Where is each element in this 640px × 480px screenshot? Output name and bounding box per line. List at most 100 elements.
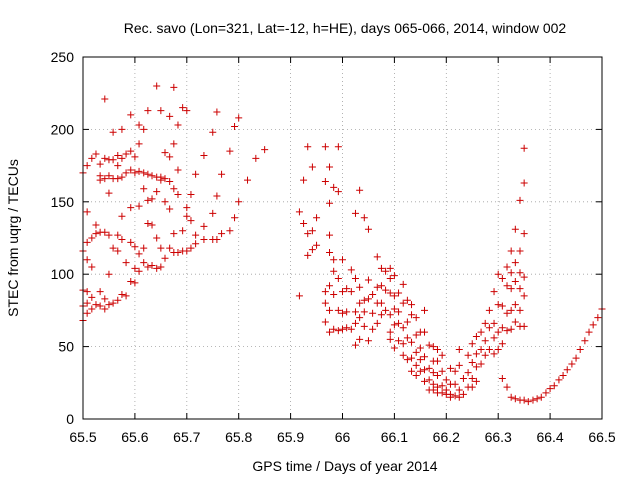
data-point bbox=[511, 277, 519, 285]
data-point bbox=[516, 285, 524, 293]
data-point bbox=[114, 231, 122, 239]
data-point bbox=[92, 301, 100, 309]
data-point bbox=[334, 306, 342, 314]
data-point bbox=[503, 383, 511, 391]
data-point bbox=[511, 225, 519, 233]
data-point bbox=[118, 173, 126, 181]
data-point bbox=[209, 128, 217, 136]
data-point bbox=[218, 230, 226, 238]
data-point bbox=[498, 324, 506, 332]
data-point bbox=[507, 393, 515, 401]
data-point bbox=[408, 301, 416, 309]
data-point bbox=[351, 308, 359, 316]
data-point bbox=[213, 192, 221, 200]
data-point bbox=[96, 302, 104, 310]
data-point bbox=[135, 250, 143, 258]
data-point bbox=[127, 147, 135, 155]
data-point bbox=[261, 146, 269, 154]
data-point bbox=[157, 244, 165, 252]
data-point bbox=[187, 244, 195, 252]
data-point bbox=[589, 321, 597, 329]
data-point bbox=[300, 176, 308, 184]
data-point bbox=[101, 228, 109, 236]
data-point bbox=[364, 276, 372, 284]
data-point bbox=[529, 396, 537, 404]
data-point bbox=[326, 282, 334, 290]
data-point bbox=[382, 306, 390, 314]
data-point bbox=[326, 328, 334, 336]
x-tick-label: 66.4 bbox=[536, 429, 563, 445]
data-point bbox=[472, 377, 480, 385]
data-point bbox=[105, 231, 113, 239]
data-point bbox=[157, 263, 165, 271]
data-point bbox=[412, 314, 420, 322]
data-point bbox=[351, 275, 359, 283]
data-point bbox=[226, 227, 234, 235]
data-point bbox=[183, 212, 191, 220]
data-point bbox=[148, 221, 156, 229]
data-point bbox=[330, 256, 338, 264]
data-point bbox=[537, 393, 545, 401]
data-point bbox=[83, 208, 91, 216]
data-point bbox=[339, 325, 346, 333]
data-point bbox=[96, 172, 104, 180]
data-point bbox=[321, 143, 329, 151]
data-point bbox=[507, 325, 515, 333]
data-point bbox=[153, 82, 161, 90]
data-point bbox=[179, 104, 187, 112]
data-point bbox=[455, 361, 463, 369]
y-tick-label: 100 bbox=[51, 266, 75, 282]
data-point bbox=[101, 305, 109, 313]
data-point bbox=[192, 170, 200, 178]
data-point bbox=[114, 151, 122, 159]
data-point bbox=[326, 231, 334, 239]
data-point bbox=[252, 154, 260, 162]
data-point bbox=[83, 299, 91, 307]
data-point bbox=[83, 288, 91, 296]
data-point bbox=[412, 331, 420, 339]
data-point bbox=[369, 290, 377, 298]
data-point bbox=[231, 214, 239, 222]
data-point bbox=[170, 230, 178, 238]
data-point bbox=[395, 319, 403, 327]
data-point bbox=[213, 235, 221, 243]
x-tick-label: 65.5 bbox=[69, 429, 96, 445]
data-point bbox=[399, 324, 407, 332]
data-point bbox=[412, 348, 420, 356]
data-point bbox=[213, 108, 221, 116]
data-point bbox=[131, 243, 139, 251]
data-point bbox=[144, 170, 152, 178]
data-point bbox=[144, 220, 152, 228]
data-point bbox=[533, 395, 541, 403]
data-point bbox=[200, 151, 208, 159]
data-point bbox=[183, 247, 191, 255]
data-point bbox=[88, 263, 96, 271]
x-tick-label: 65.8 bbox=[225, 429, 252, 445]
data-point bbox=[351, 319, 359, 327]
data-point bbox=[429, 386, 437, 394]
data-point bbox=[446, 364, 454, 372]
data-point bbox=[511, 395, 519, 403]
x-tick-label: 66 bbox=[335, 429, 351, 445]
data-point bbox=[122, 292, 130, 300]
y-axis-label: STEC from uqrg / TECUs bbox=[5, 159, 21, 317]
data-point bbox=[360, 322, 368, 330]
data-point bbox=[326, 163, 334, 171]
data-point bbox=[118, 212, 126, 220]
data-point bbox=[416, 344, 424, 352]
data-point bbox=[343, 308, 351, 316]
data-point bbox=[421, 306, 429, 314]
data-point bbox=[356, 299, 364, 307]
data-point bbox=[157, 176, 165, 184]
data-point bbox=[399, 299, 407, 307]
data-point bbox=[174, 191, 182, 199]
data-point bbox=[520, 179, 528, 187]
data-point bbox=[96, 288, 104, 296]
data-point bbox=[140, 169, 148, 177]
data-point bbox=[127, 204, 135, 212]
data-point bbox=[511, 259, 519, 267]
data-point bbox=[83, 162, 91, 170]
data-point bbox=[308, 227, 316, 235]
data-point bbox=[326, 306, 334, 314]
data-point bbox=[114, 175, 122, 183]
